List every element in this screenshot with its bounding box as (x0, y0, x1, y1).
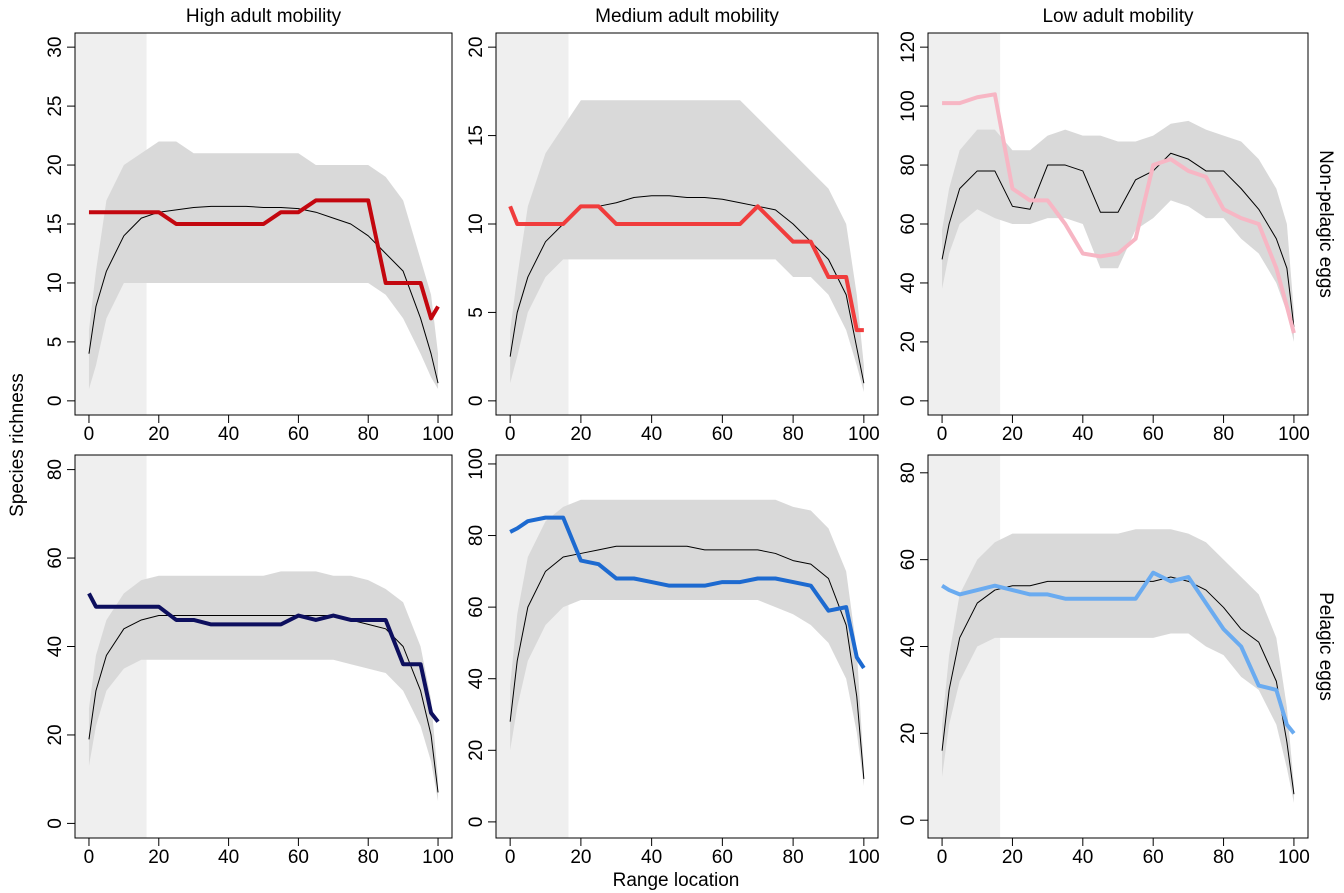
y-tick-label: 80 (898, 462, 919, 483)
column-title: Medium adult mobility (595, 6, 779, 27)
column-title: Low adult mobility (1042, 6, 1194, 27)
x-tick-label: 0 (505, 847, 516, 868)
envelope-band (88, 571, 439, 802)
x-tick-label: 40 (218, 847, 239, 868)
x-tick-label: 20 (1002, 424, 1023, 445)
series-line (941, 152, 1295, 328)
y-tick-label: 15 (45, 213, 66, 234)
y-tick-label: 0 (466, 396, 487, 407)
row-title: Pelagic eggs (1315, 592, 1336, 701)
x-tick-label: 20 (1002, 847, 1023, 868)
y-tick-label: 40 (898, 272, 919, 293)
x-tick-label: 20 (570, 424, 591, 445)
y-tick-label: 20 (466, 37, 487, 58)
x-tick-label: 80 (358, 424, 379, 445)
series-line (509, 515, 866, 670)
x-tick-label: 60 (288, 847, 309, 868)
envelope-band (88, 141, 439, 390)
x-tick-label: 60 (712, 424, 733, 445)
x-tick-label: 60 (712, 847, 733, 868)
x-tick-label: 80 (358, 847, 379, 868)
series-line (87, 592, 440, 723)
envelope-band (510, 499, 864, 787)
x-tick-label: 20 (570, 847, 591, 868)
x-tick-label: 60 (1143, 847, 1164, 868)
y-tick-label: 20 (466, 740, 487, 761)
y-tick-label: 5 (466, 307, 487, 318)
y-tick-label: 100 (466, 448, 487, 480)
x-tick-label: 0 (505, 424, 516, 445)
y-tick-label: 10 (45, 272, 66, 293)
y-tick-label: 60 (898, 549, 919, 570)
y-tick-label: 80 (898, 154, 919, 175)
series-line (508, 204, 864, 333)
x-tick-label: 0 (84, 424, 95, 445)
y-tick-label: 80 (45, 459, 66, 480)
x-tick-label: 100 (422, 424, 454, 445)
series-line (941, 576, 1295, 795)
y-tick-label: 0 (898, 396, 919, 407)
y-tick-label: 40 (898, 636, 919, 657)
y-tick-label: 0 (466, 817, 487, 828)
x-tick-label: 40 (641, 424, 662, 445)
series-line (509, 195, 865, 384)
x-tick-label: 40 (218, 424, 239, 445)
y-tick-label: 80 (466, 525, 487, 546)
y-tick-label: 40 (466, 668, 487, 689)
y-tick-label: 25 (45, 96, 66, 117)
series-line (88, 205, 439, 384)
x-axis-label: Range location (613, 870, 740, 891)
x-tick-label: 60 (1143, 424, 1164, 445)
x-tick-label: 100 (1278, 424, 1310, 445)
x-tick-label: 100 (1278, 847, 1310, 868)
y-tick-label: 20 (898, 723, 919, 744)
series-line (509, 545, 865, 779)
x-tick-label: 80 (1213, 847, 1234, 868)
envelope-band (510, 100, 864, 393)
x-tick-label: 100 (848, 847, 880, 868)
y-axis-label: Species richness (7, 373, 28, 517)
y-tick-label: 20 (45, 154, 66, 175)
x-tick-label: 80 (1213, 424, 1234, 445)
highlight-region (928, 33, 1001, 415)
y-tick-label: 5 (45, 337, 66, 348)
y-tick-label: 15 (466, 125, 487, 146)
series-line (88, 198, 440, 321)
x-tick-label: 100 (848, 424, 880, 445)
y-tick-label: 120 (898, 31, 919, 63)
y-tick-label: 10 (466, 213, 487, 234)
row-title: Non-pelagic eggs (1315, 150, 1336, 298)
column-title: High adult mobility (186, 6, 342, 27)
x-tick-label: 40 (1072, 424, 1093, 445)
y-tick-label: 60 (45, 547, 66, 568)
y-tick-label: 0 (45, 396, 66, 407)
x-tick-label: 100 (422, 847, 454, 868)
x-tick-label: 60 (288, 424, 309, 445)
y-tick-label: 0 (45, 818, 66, 829)
x-tick-label: 0 (937, 847, 948, 868)
y-tick-label: 60 (898, 213, 919, 234)
y-tick-label: 20 (898, 331, 919, 352)
series-line (942, 92, 1296, 334)
x-tick-label: 80 (783, 847, 804, 868)
y-tick-label: 40 (45, 636, 66, 657)
series-line (941, 570, 1296, 735)
x-tick-label: 20 (148, 847, 169, 868)
y-tick-label: 0 (898, 815, 919, 826)
x-tick-label: 40 (1072, 847, 1093, 868)
x-tick-label: 20 (148, 424, 169, 445)
y-tick-label: 20 (45, 724, 66, 745)
x-tick-label: 40 (641, 847, 662, 868)
plot-frame (495, 454, 879, 839)
y-tick-label: 30 (45, 37, 66, 58)
y-tick-label: 100 (898, 90, 919, 122)
envelope-band (942, 529, 1294, 803)
x-tick-label: 0 (937, 424, 948, 445)
x-tick-label: 0 (84, 847, 95, 868)
x-tick-label: 80 (783, 424, 804, 445)
y-tick-label: 60 (466, 597, 487, 618)
